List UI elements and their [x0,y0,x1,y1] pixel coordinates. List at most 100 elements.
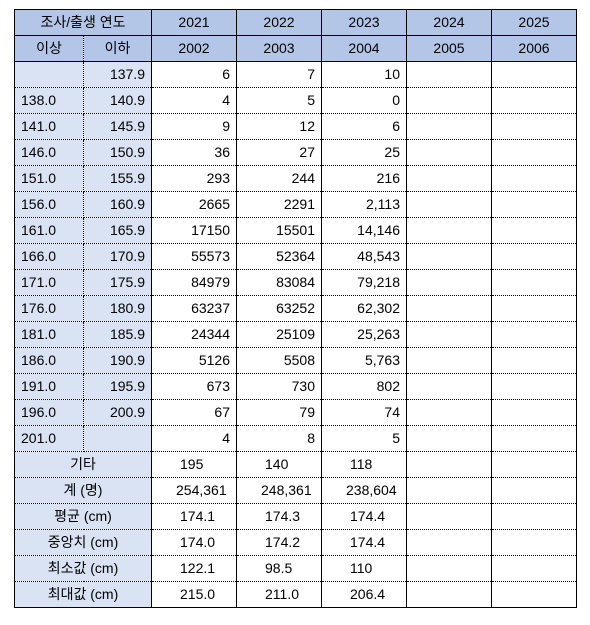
range-min-cell[interactable]: 176.0 [14,295,84,322]
statistic-value-cell[interactable] [406,555,492,582]
range-min-cell[interactable]: 138.0 [14,87,84,114]
birth-year-cell[interactable]: 2003 [236,35,322,62]
survey-year-cell[interactable]: 2024 [406,9,492,36]
total-value-cell[interactable]: 248,361 [236,477,322,504]
other-label-cell[interactable]: 기타 [14,451,152,478]
range-min-cell[interactable]: 181.0 [14,321,84,348]
count-cell[interactable]: 17150 [151,217,237,244]
range-min-cell[interactable]: 171.0 [14,269,84,296]
count-cell[interactable]: 55573 [151,243,237,270]
count-cell[interactable]: 84979 [151,269,237,296]
count-cell[interactable]: 25,263 [321,321,407,348]
count-cell[interactable]: 79,218 [321,269,407,296]
statistic-value-cell[interactable]: 215.0 [151,581,237,608]
count-cell[interactable]: 216 [321,165,407,192]
count-cell[interactable] [491,61,577,88]
count-cell[interactable]: 293 [151,165,237,192]
count-cell[interactable] [491,347,577,374]
count-cell[interactable] [491,321,577,348]
count-cell[interactable]: 24344 [151,321,237,348]
range-min-cell[interactable]: 166.0 [14,243,84,270]
range-max-cell[interactable]: 165.9 [83,217,152,244]
count-cell[interactable]: 2,113 [321,191,407,218]
statistic-label-cell[interactable]: 중앙치 (cm) [14,529,152,556]
corner-header-cell[interactable]: 조사/출생 연도 [14,9,152,36]
statistic-value-cell[interactable] [406,503,492,530]
count-cell[interactable]: 244 [236,165,322,192]
count-cell[interactable] [406,217,492,244]
range-min-cell[interactable]: 196.0 [14,399,84,426]
count-cell[interactable]: 5126 [151,347,237,374]
count-cell[interactable] [491,139,577,166]
range-max-cell[interactable]: 160.9 [83,191,152,218]
range-max-cell[interactable]: 180.9 [83,295,152,322]
count-cell[interactable]: 8 [236,425,322,452]
count-cell[interactable]: 25109 [236,321,322,348]
statistic-value-cell[interactable]: 211.0 [236,581,322,608]
range-min-cell[interactable]: 161.0 [14,217,84,244]
range-max-cell[interactable]: 175.9 [83,269,152,296]
count-cell[interactable] [491,269,577,296]
count-cell[interactable] [406,87,492,114]
count-cell[interactable]: 63237 [151,295,237,322]
birth-year-cell[interactable]: 2005 [406,35,492,62]
count-cell[interactable]: 4 [151,425,237,452]
other-value-cell[interactable]: 118 [321,451,407,478]
birth-year-cell[interactable]: 2004 [321,35,407,62]
survey-year-cell[interactable]: 2025 [491,9,577,36]
count-cell[interactable] [491,191,577,218]
count-cell[interactable] [491,295,577,322]
total-value-cell[interactable]: 254,361 [151,477,237,504]
range-min-cell[interactable]: 151.0 [14,165,84,192]
birth-year-cell[interactable]: 2006 [491,35,577,62]
count-cell[interactable]: 74 [321,399,407,426]
count-cell[interactable]: 25 [321,139,407,166]
survey-year-cell[interactable]: 2023 [321,9,407,36]
statistic-value-cell[interactable]: 174.4 [321,529,407,556]
statistic-value-cell[interactable]: 174.2 [236,529,322,556]
count-cell[interactable]: 673 [151,373,237,400]
range-max-cell[interactable]: 200.9 [83,399,152,426]
statistic-label-cell[interactable]: 평균 (cm) [14,503,152,530]
statistic-value-cell[interactable] [406,581,492,608]
total-value-cell[interactable] [406,477,492,504]
other-value-cell[interactable]: 195 [151,451,237,478]
count-cell[interactable] [491,373,577,400]
count-cell[interactable]: 14,146 [321,217,407,244]
count-cell[interactable]: 48,543 [321,243,407,270]
count-cell[interactable]: 5 [236,87,322,114]
count-cell[interactable] [406,191,492,218]
min-header-cell[interactable]: 이상 [14,35,84,62]
count-cell[interactable]: 2291 [236,191,322,218]
count-cell[interactable] [406,425,492,452]
survey-year-cell[interactable]: 2021 [151,9,237,36]
other-value-cell[interactable]: 140 [236,451,322,478]
count-cell[interactable]: 79 [236,399,322,426]
statistic-value-cell[interactable] [491,555,577,582]
count-cell[interactable]: 730 [236,373,322,400]
count-cell[interactable] [406,399,492,426]
count-cell[interactable] [406,295,492,322]
count-cell[interactable]: 4 [151,87,237,114]
survey-year-cell[interactable]: 2022 [236,9,322,36]
total-value-cell[interactable]: 238,604 [321,477,407,504]
statistic-label-cell[interactable]: 최대값 (cm) [14,581,152,608]
count-cell[interactable]: 27 [236,139,322,166]
range-max-cell[interactable] [83,425,152,452]
range-max-cell[interactable]: 155.9 [83,165,152,192]
count-cell[interactable]: 15501 [236,217,322,244]
count-cell[interactable]: 63252 [236,295,322,322]
range-max-cell[interactable]: 170.9 [83,243,152,270]
count-cell[interactable]: 7 [236,61,322,88]
count-cell[interactable]: 5 [321,425,407,452]
range-min-cell[interactable]: 156.0 [14,191,84,218]
count-cell[interactable] [406,321,492,348]
statistic-value-cell[interactable] [491,503,577,530]
count-cell[interactable] [491,113,577,140]
statistic-value-cell[interactable] [491,581,577,608]
total-value-cell[interactable] [491,477,577,504]
max-header-cell[interactable]: 이하 [83,35,152,62]
statistic-value-cell[interactable]: 110 [321,555,407,582]
range-min-cell[interactable] [14,61,84,88]
count-cell[interactable]: 62,302 [321,295,407,322]
